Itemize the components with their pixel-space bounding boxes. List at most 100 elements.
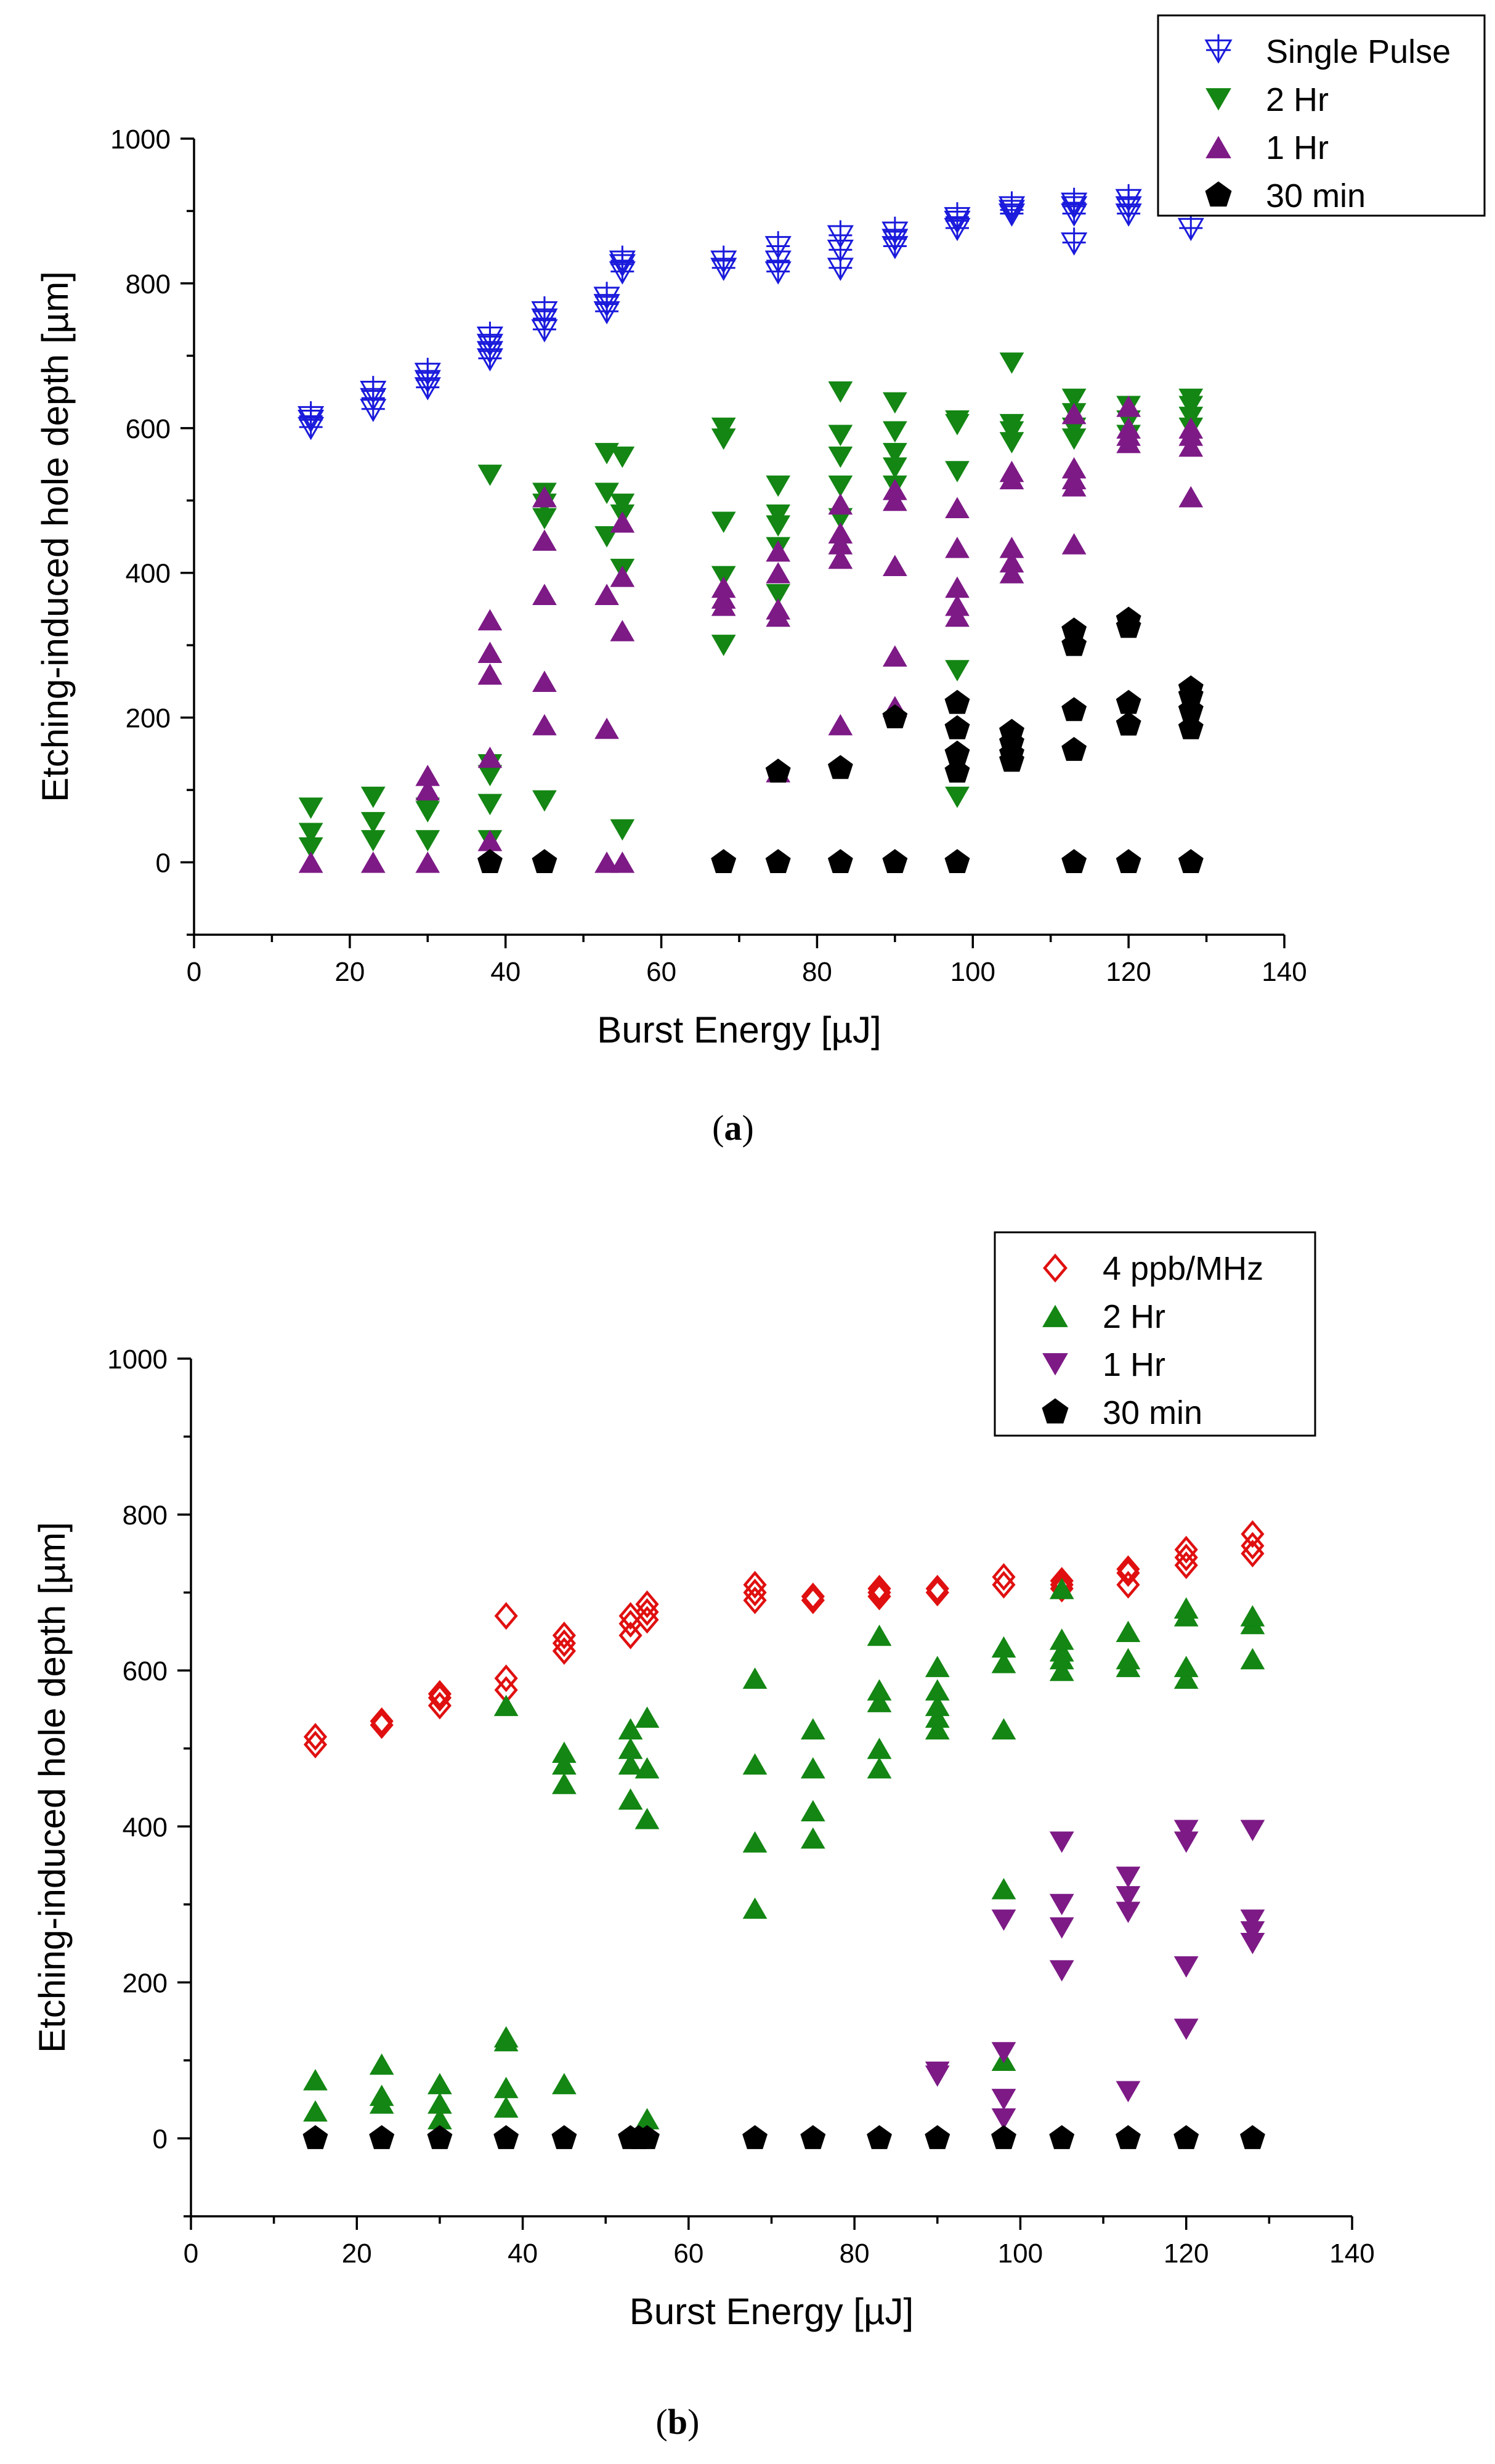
data-point (610, 566, 635, 587)
data-point (742, 1667, 768, 1689)
data-point (710, 245, 737, 274)
data-point (1241, 1520, 1265, 1548)
data-point (944, 740, 970, 765)
data-point (743, 1586, 767, 1614)
data-point (1116, 1648, 1141, 1670)
data-point (552, 1629, 576, 1657)
data-point (532, 714, 557, 736)
data-point (532, 848, 557, 873)
data-point (427, 1683, 452, 1712)
data-point (1115, 184, 1142, 213)
data-point (427, 2073, 452, 2094)
data-point (999, 537, 1024, 558)
y-axis-label: Etching-induced hole depth [µm] (34, 271, 76, 802)
data-point (415, 779, 440, 801)
data-point (610, 494, 635, 515)
data-point (303, 1730, 328, 1759)
legend-marker (1043, 1253, 1068, 1283)
data-point (867, 1757, 892, 1779)
data-point (302, 2124, 328, 2149)
data-point (1173, 1667, 1199, 1689)
data-point (991, 1651, 1016, 1673)
data-point (828, 522, 853, 544)
data-point (1116, 1559, 1140, 1587)
x-tick-label: 120 (1164, 2238, 1209, 2269)
data-point (945, 595, 970, 616)
data-point (1061, 697, 1087, 722)
data-point (1240, 1648, 1265, 1670)
data-point (945, 576, 970, 598)
data-point (881, 216, 909, 245)
data-point (594, 852, 619, 873)
data-point (882, 848, 908, 873)
chart-panel-a: 0 20 40 60 80 100 120 140 0 200 400 600 800 1000 Burst… (34, 14, 1486, 1148)
legend: Single Pulse 2 Hr 1 Hr 30 min (1157, 14, 1486, 217)
data-point (991, 2124, 1016, 2149)
data-point (594, 583, 619, 605)
data-point (427, 1680, 452, 1708)
data-point (991, 1877, 1016, 1900)
data-point (298, 401, 325, 429)
data-point (1178, 417, 1204, 439)
y-tick-label: 1000 (107, 1344, 168, 1375)
x-tick-label: 140 (1329, 2238, 1374, 2269)
y-tick-label: 600 (123, 1656, 168, 1686)
data-point (476, 321, 504, 350)
data-point (828, 381, 853, 403)
data-point (882, 704, 908, 728)
data-point (765, 758, 791, 783)
data-point (1178, 435, 1204, 457)
data-point (867, 1579, 891, 1607)
data-point (618, 1738, 643, 1759)
data-point (1061, 617, 1087, 642)
y-tick-label: 0 (156, 848, 171, 879)
panel-caption: (b) (656, 2402, 700, 2442)
data-point (882, 645, 907, 667)
data-point (743, 1571, 767, 1599)
y-tick-label: 0 (153, 2124, 168, 2154)
data-point (882, 479, 907, 500)
data-point (1061, 388, 1087, 410)
data-point (1178, 848, 1204, 873)
data-point (477, 663, 503, 685)
data-point (867, 2124, 892, 2149)
data-point (999, 718, 1024, 743)
data-point (991, 2089, 1016, 2110)
series-2-hr (298, 352, 1204, 859)
data-point (1116, 1866, 1141, 1889)
data-point (800, 1757, 825, 1779)
data-point (882, 392, 907, 414)
data-point (801, 1586, 825, 1614)
data-point (742, 1831, 768, 1853)
data-point (925, 1706, 950, 1728)
data-point (298, 852, 323, 873)
data-point (827, 220, 854, 249)
data-point (1240, 1909, 1265, 1931)
data-point (711, 848, 737, 873)
data-point (1061, 187, 1088, 216)
data-point (1116, 396, 1141, 417)
data-point (945, 605, 970, 627)
data-point (531, 296, 558, 325)
data-point (1049, 1917, 1074, 1939)
data-point (1177, 213, 1204, 242)
data-point (303, 2069, 328, 2091)
data-point (1049, 2124, 1075, 2149)
data-point (867, 1738, 892, 1759)
data-point (1116, 848, 1141, 873)
legend: 4 ppb/MHz 2 Hr 1 Hr 30 min (994, 1231, 1316, 1437)
data-point (766, 504, 791, 526)
data-point (945, 497, 970, 519)
data-point (991, 1718, 1016, 1740)
legend-box (1157, 14, 1486, 217)
data-point (800, 2124, 826, 2149)
x-tick-label: 120 (1106, 957, 1151, 987)
x-tick-label: 60 (646, 957, 676, 987)
data-point (635, 1606, 659, 1634)
x-tick-label: 20 (342, 2238, 372, 2269)
data-point (552, 1741, 577, 1763)
data-point (1049, 1831, 1074, 1853)
data-point (945, 786, 970, 808)
data-point (992, 1571, 1016, 1599)
data-point (800, 1800, 825, 1821)
